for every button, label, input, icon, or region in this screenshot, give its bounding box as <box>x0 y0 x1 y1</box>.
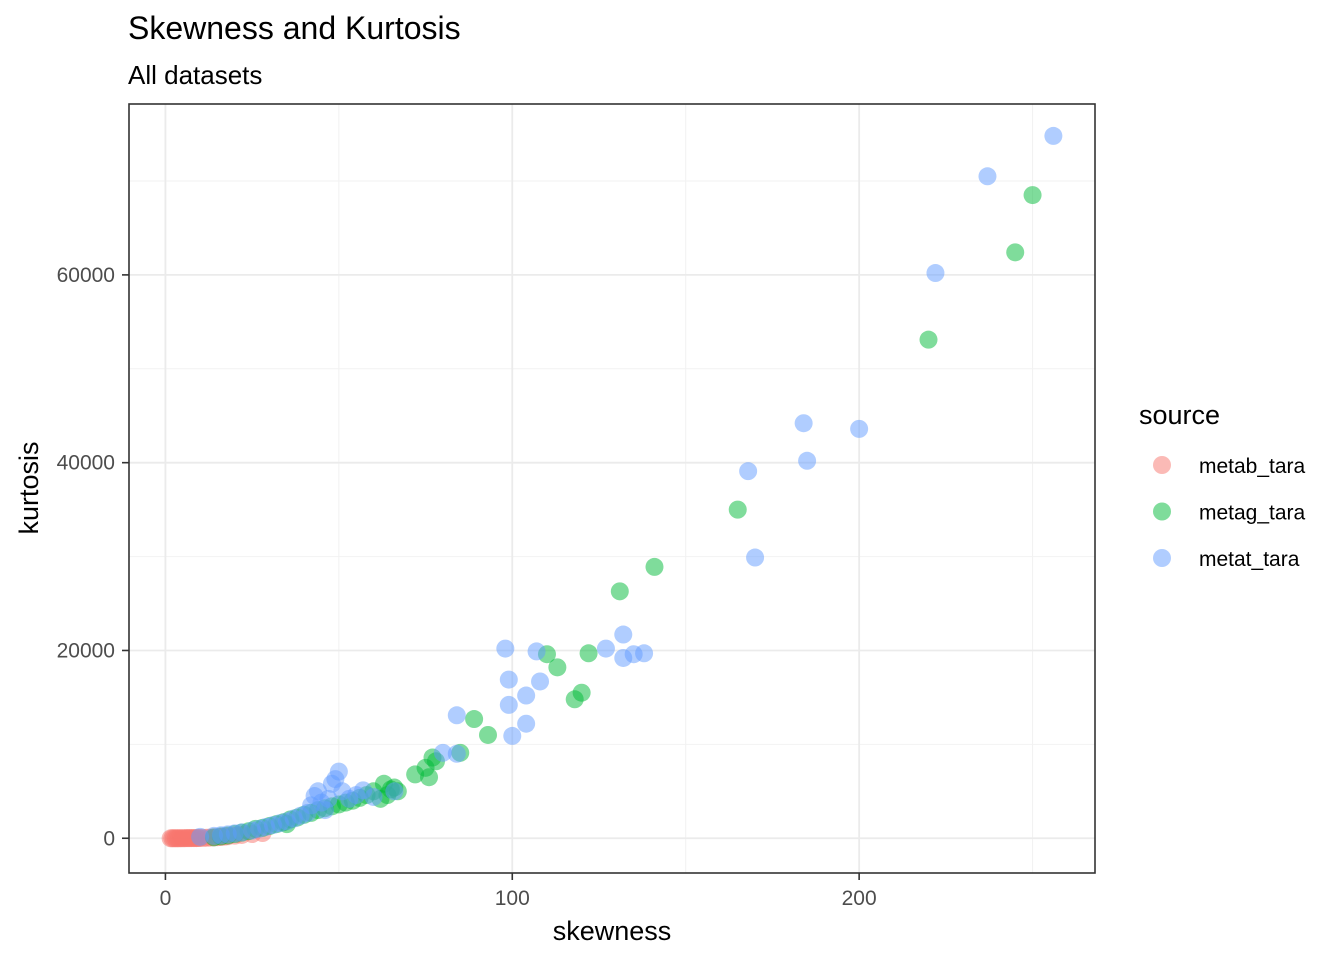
legend-key-metag_tara <box>1153 502 1171 521</box>
data-point <box>319 789 338 808</box>
legend-label-metab_tara: metab_tara <box>1199 455 1306 478</box>
data-point <box>329 762 348 781</box>
data-point <box>919 330 938 349</box>
data-point <box>420 768 439 787</box>
data-point <box>645 557 664 576</box>
data-point <box>1044 126 1063 145</box>
data-point <box>926 264 945 283</box>
data-point <box>614 625 633 644</box>
data-point <box>447 744 466 763</box>
data-point <box>499 695 518 714</box>
data-point <box>1006 243 1025 262</box>
legend-items: metab_tara metag_tara metat_tara <box>1153 455 1306 571</box>
axis-ticks: 0 100 200 0 20000 40000 60000 <box>57 264 877 910</box>
y-tick-label: 20000 <box>57 639 115 662</box>
y-tick-label: 40000 <box>57 452 115 475</box>
plot-border <box>128 103 1096 874</box>
data-point <box>572 683 591 702</box>
data-point <box>465 710 484 729</box>
data-point <box>579 644 598 663</box>
series-metat_tara <box>191 126 1063 846</box>
data-points <box>161 126 1063 848</box>
data-point <box>531 672 550 691</box>
data-point <box>850 419 869 438</box>
legend-key-metat_tara <box>1153 549 1171 567</box>
data-point <box>978 167 997 186</box>
plot-background <box>129 104 1095 873</box>
legend-label-metat_tara: metat_tara <box>1199 548 1300 571</box>
y-tick-label: 0 <box>103 827 115 850</box>
legend-key-metab_tara <box>1153 456 1171 474</box>
data-point <box>503 726 522 745</box>
x-tick-label: 200 <box>842 887 877 910</box>
data-point <box>746 548 765 567</box>
data-point <box>191 827 210 846</box>
data-point <box>527 642 546 661</box>
data-point <box>794 414 813 433</box>
data-point <box>739 462 758 481</box>
data-point <box>364 787 383 806</box>
data-point <box>499 670 518 689</box>
data-point <box>447 706 466 725</box>
data-point <box>798 451 817 470</box>
data-point <box>728 500 747 519</box>
data-point <box>433 743 452 762</box>
x-tick-label: 100 <box>495 887 530 910</box>
x-axis-title: skewness <box>553 916 672 946</box>
data-point <box>1023 186 1042 205</box>
data-point <box>517 714 536 733</box>
data-point <box>478 725 497 744</box>
y-tick-label: 60000 <box>57 264 115 287</box>
data-point <box>548 658 567 677</box>
y-axis-title: kurtosis <box>14 441 44 534</box>
legend-title: source <box>1139 400 1220 430</box>
legend: source metab_tara metag_tara metat_tara <box>1139 400 1306 571</box>
x-tick-label: 0 <box>160 887 172 910</box>
data-point <box>385 782 404 801</box>
chart-subtitle: All datasets <box>128 60 263 90</box>
data-point <box>517 686 536 705</box>
chart-title: Skewness and Kurtosis <box>128 10 461 46</box>
legend-label-metag_tara: metag_tara <box>1199 502 1306 525</box>
data-point <box>496 639 515 658</box>
data-point <box>596 639 615 658</box>
data-point <box>635 644 654 663</box>
data-point <box>610 582 629 601</box>
